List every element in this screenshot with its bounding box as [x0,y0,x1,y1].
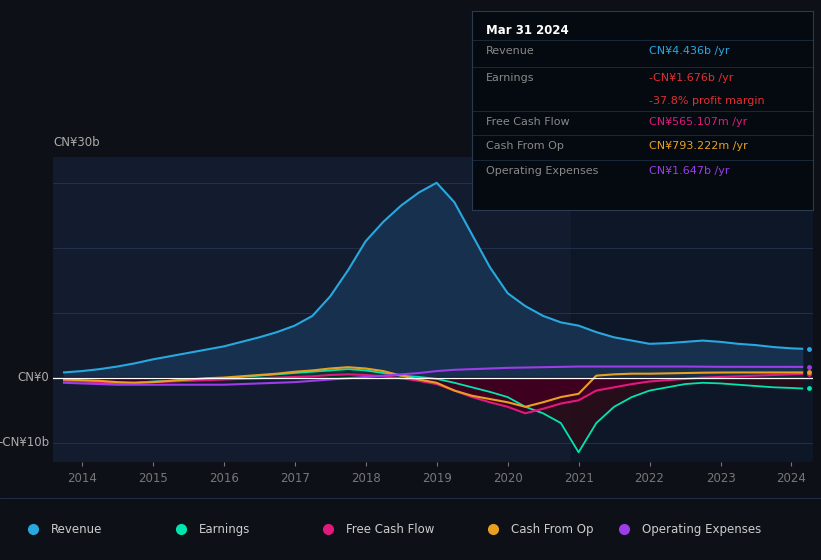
Text: Free Cash Flow: Free Cash Flow [486,116,569,127]
Text: -37.8% profit margin: -37.8% profit margin [649,96,765,106]
Text: Earnings: Earnings [199,522,250,535]
Text: Cash From Op: Cash From Op [486,142,563,151]
Text: CN¥793.222m /yr: CN¥793.222m /yr [649,142,748,151]
Text: Earnings: Earnings [486,73,534,83]
Text: Mar 31 2024: Mar 31 2024 [486,24,568,37]
Text: CN¥0: CN¥0 [18,371,49,384]
Text: -CN¥10b: -CN¥10b [0,436,49,449]
Text: CN¥4.436b /yr: CN¥4.436b /yr [649,46,730,56]
Text: Revenue: Revenue [51,522,103,535]
Text: CN¥565.107m /yr: CN¥565.107m /yr [649,116,747,127]
Text: Free Cash Flow: Free Cash Flow [346,522,435,535]
Text: CN¥1.647b /yr: CN¥1.647b /yr [649,166,730,176]
Text: Cash From Op: Cash From Op [511,522,593,535]
Text: -CN¥1.676b /yr: -CN¥1.676b /yr [649,73,734,83]
Text: Operating Expenses: Operating Expenses [642,522,761,535]
Text: Revenue: Revenue [486,46,534,56]
Text: CN¥30b: CN¥30b [53,136,100,149]
Bar [571,157,821,462]
Text: Operating Expenses: Operating Expenses [486,166,598,176]
